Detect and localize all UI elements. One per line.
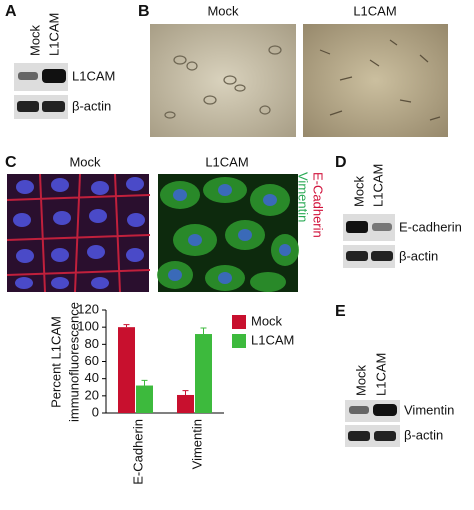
band [372, 223, 392, 231]
x-tick-label: Vimentin [189, 419, 204, 469]
y-axis-label: immunofluorescence [66, 302, 81, 422]
bar [195, 334, 212, 413]
row-label: β-actin [404, 427, 443, 442]
panel-label: D [335, 154, 347, 171]
image-title: L1CAM [353, 3, 396, 18]
bar [136, 385, 153, 413]
band [42, 101, 65, 112]
y-tick-label: 80 [85, 336, 99, 351]
stain-label: Vimentin [296, 172, 311, 222]
lane-label: Mock [351, 175, 366, 207]
micrograph [150, 24, 296, 137]
error-bar [200, 327, 207, 335]
cells [6, 173, 151, 293]
band [346, 221, 368, 233]
panel-label: E [335, 303, 346, 320]
y-tick-label: 120 [77, 301, 99, 316]
y-tick-label: 0 [92, 404, 99, 419]
blot [345, 425, 400, 447]
row-label: Vimentin [404, 402, 454, 417]
y-tick-label: 60 [85, 353, 99, 368]
band [346, 251, 368, 261]
band [42, 69, 66, 83]
band [374, 431, 396, 441]
x-tick-label: E-Cadherin [130, 419, 145, 485]
band [373, 404, 397, 416]
band [17, 101, 39, 112]
cells [319, 39, 441, 121]
band [348, 431, 370, 441]
panel-label: C [5, 154, 17, 171]
row-label: β-actin [72, 98, 111, 113]
error-bar [141, 379, 148, 386]
bar [118, 327, 135, 413]
image-title: Mock [207, 3, 239, 18]
lane-label: L1CAM [46, 13, 61, 56]
blot [343, 245, 395, 268]
legend-swatch [232, 334, 246, 348]
error-bar [123, 324, 130, 328]
y-tick-label: 100 [77, 319, 99, 334]
row-label: β-actin [399, 248, 438, 263]
legend-label: L1CAM [251, 332, 294, 347]
y-tick-label: 40 [85, 370, 99, 385]
legend-swatch [232, 315, 246, 329]
lane-label: L1CAM [373, 353, 388, 396]
bar [177, 394, 194, 413]
row-label: E-cadherin [399, 219, 462, 234]
panel-label: A [5, 3, 17, 20]
legend-label: Mock [251, 313, 283, 328]
micrograph [303, 24, 448, 137]
image-title: Mock [69, 154, 101, 169]
panel-label: B [138, 3, 150, 20]
error-bar [182, 390, 189, 395]
stain-label: E-Cadherin [311, 172, 326, 238]
y-axis-label: Percent L1CAM [48, 316, 63, 408]
band [18, 72, 38, 80]
band [371, 251, 393, 261]
row-label: L1CAM [72, 68, 115, 83]
image-title: L1CAM [205, 154, 248, 169]
cells [157, 177, 299, 292]
y-tick-label: 20 [85, 387, 99, 402]
lane-label: Mock [353, 364, 368, 396]
band [349, 406, 369, 414]
cells [164, 45, 282, 119]
lane-label: L1CAM [370, 164, 385, 207]
lane-label: Mock [27, 24, 42, 56]
